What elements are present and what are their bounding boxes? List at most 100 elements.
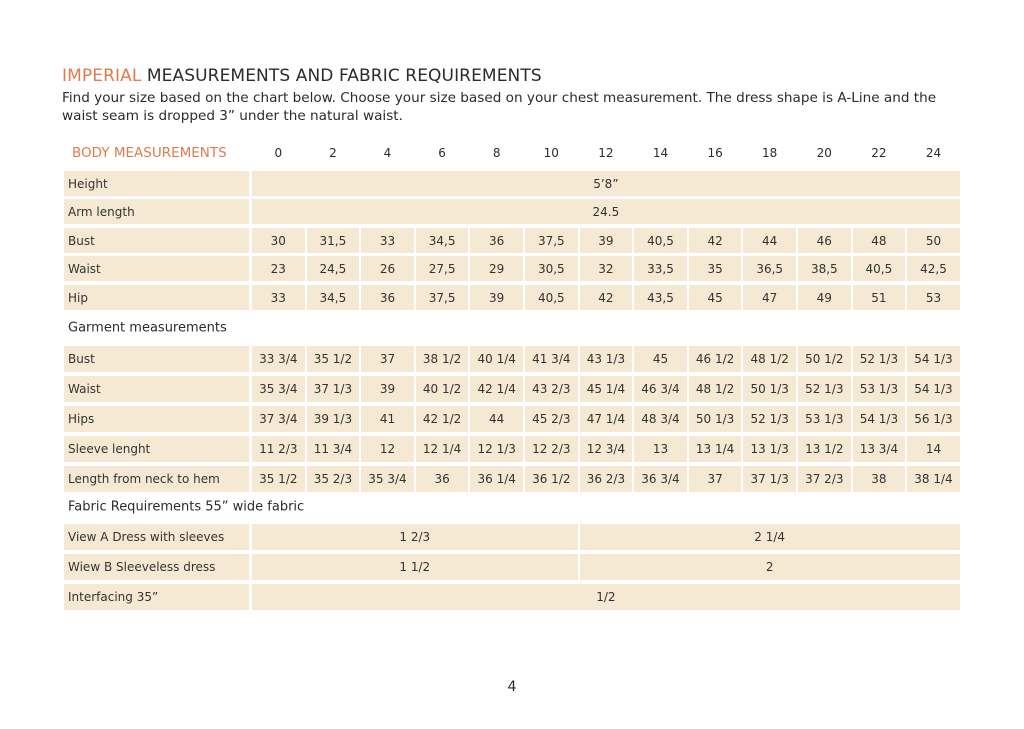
body-row-cell xyxy=(361,228,414,253)
fabric-row-span-cell xyxy=(252,584,960,610)
body-row-value: 49 xyxy=(816,290,832,305)
garment-row-value: 48 1/2 xyxy=(695,382,735,396)
garment-row-value: 46 1/2 xyxy=(695,352,735,366)
body-row-value: 33,5 xyxy=(647,261,674,276)
garment-row-cell xyxy=(852,466,906,492)
garment-row-cell xyxy=(525,466,578,492)
body-row-cell xyxy=(415,228,469,253)
garment-row-label: Length from neck to hem xyxy=(68,472,220,486)
fabric-row-value: 1 1/2 xyxy=(399,560,431,574)
body-row-value: 34,5 xyxy=(428,233,456,248)
garment-row-cell xyxy=(252,376,305,402)
garment-row-cell xyxy=(688,346,742,372)
body-row-cell xyxy=(306,228,360,253)
body-row-value: 40,5 xyxy=(537,290,565,305)
garment-row-cell xyxy=(798,466,851,492)
garment-row-cell xyxy=(579,376,633,402)
size-header: 8 xyxy=(492,146,501,160)
body-row-cell xyxy=(634,256,687,281)
garment-row-cell xyxy=(470,466,523,492)
garment-row-value: 41 3/4 xyxy=(532,352,571,366)
body-row-value: 34,5 xyxy=(319,290,347,305)
garment-row-value: 50 1/3 xyxy=(695,412,735,426)
size-header: 14 xyxy=(652,146,669,160)
body-row-value: 33 xyxy=(270,290,286,305)
garment-row-label: Waist xyxy=(68,382,101,396)
size-header: 16 xyxy=(707,146,723,160)
fabric-row-value: 2 xyxy=(765,560,774,574)
body-row-value: 31,5 xyxy=(319,233,347,248)
garment-row-cell xyxy=(743,376,796,402)
body-row-cell xyxy=(525,256,578,281)
body-row-label-cell xyxy=(64,285,249,310)
garment-row-value: 11 3/4 xyxy=(313,442,353,456)
fabric-row-label-cell xyxy=(64,554,249,580)
garment-row-value: 50 1/2 xyxy=(805,352,844,366)
garment-row-value: 37 2/3 xyxy=(805,472,844,486)
garment-row-label: Bust xyxy=(68,352,95,366)
garment-row-value: 11 2/3 xyxy=(259,442,298,456)
body-row-cell xyxy=(743,285,796,310)
body-row-value: 33 xyxy=(379,233,396,248)
body-row-value: 40,5 xyxy=(647,233,674,248)
garment-row-cell xyxy=(907,406,960,432)
fabric-row-value: 2 1/4 xyxy=(754,530,786,544)
garment-row-value: 44 xyxy=(489,412,505,426)
garment-row-cell xyxy=(470,346,523,372)
garment-row-cell xyxy=(306,376,360,402)
garment-row-value: 54 1/3 xyxy=(914,382,953,396)
garment-row-value: 52 1/3 xyxy=(859,352,899,366)
body-row-cell xyxy=(579,285,633,310)
body-row-span-cell xyxy=(252,199,960,224)
garment-row-cell xyxy=(525,436,578,462)
garment-row-cell xyxy=(525,346,578,372)
garment-row-cell xyxy=(361,466,414,492)
garment-row-value: 52 1/3 xyxy=(805,382,844,396)
garment-row-value: 35 1/2 xyxy=(259,472,298,486)
garment-row-value: 48 3/4 xyxy=(641,412,680,426)
garment-row-cell xyxy=(798,346,851,372)
garment-row-value: 33 3/4 xyxy=(259,352,298,366)
garment-row-cell xyxy=(579,466,633,492)
garment-row-value: 54 1/3 xyxy=(914,352,953,366)
size-header: 6 xyxy=(438,146,446,160)
garment-row-cell xyxy=(743,346,796,372)
garment-row-value: 13 3/4 xyxy=(859,442,899,456)
body-row-value: 47 xyxy=(762,290,778,305)
garment-row-label-cell xyxy=(64,346,249,372)
garment-row-cell xyxy=(743,406,796,432)
garment-row-value: 42 1/4 xyxy=(477,382,516,396)
body-row-cell xyxy=(579,228,633,253)
size-header: 4 xyxy=(383,146,392,160)
fabric-row-cell xyxy=(252,554,578,580)
body-row-value: 36,5 xyxy=(756,261,784,276)
garment-row-value: 35 1/2 xyxy=(313,352,353,366)
body-row-value: 38,5 xyxy=(810,261,838,276)
title-rest: MEASUREMENTS AND FABRIC REQUIREMENTS xyxy=(141,66,542,86)
garment-row-label: Sleeve lenght xyxy=(68,442,151,456)
body-row-value: 32 xyxy=(598,261,614,276)
garment-row-value: 42 1/2 xyxy=(422,412,462,426)
garment-row-cell xyxy=(634,466,687,492)
body-row-value: 40,5 xyxy=(865,261,893,276)
body-row-cell xyxy=(852,256,906,281)
garment-row-cell xyxy=(688,406,742,432)
body-row-value: 42,5 xyxy=(920,261,947,276)
title-accent: IMPERIAL xyxy=(62,66,142,86)
fabric-row-value: 1/2 xyxy=(596,590,616,604)
garment-row-value: 37 1/3 xyxy=(313,382,353,396)
body-row-cell xyxy=(852,285,906,310)
garment-row-cell xyxy=(252,406,305,432)
garment-row-cell xyxy=(252,346,305,372)
garment-row-cell xyxy=(361,436,414,462)
body-row-cell xyxy=(252,285,305,310)
garment-row-cell xyxy=(634,376,687,402)
garment-row-cell xyxy=(470,376,523,402)
garment-row-value: 40 1/2 xyxy=(422,382,462,396)
garment-row-value: 12 3/4 xyxy=(586,442,626,456)
body-row-cell xyxy=(306,285,360,310)
body-row-cell xyxy=(579,256,633,281)
fabric-row-value: 1 2/3 xyxy=(399,530,431,544)
garment-row-value: 35 2/3 xyxy=(313,472,353,486)
garment-row-cell xyxy=(852,406,906,432)
